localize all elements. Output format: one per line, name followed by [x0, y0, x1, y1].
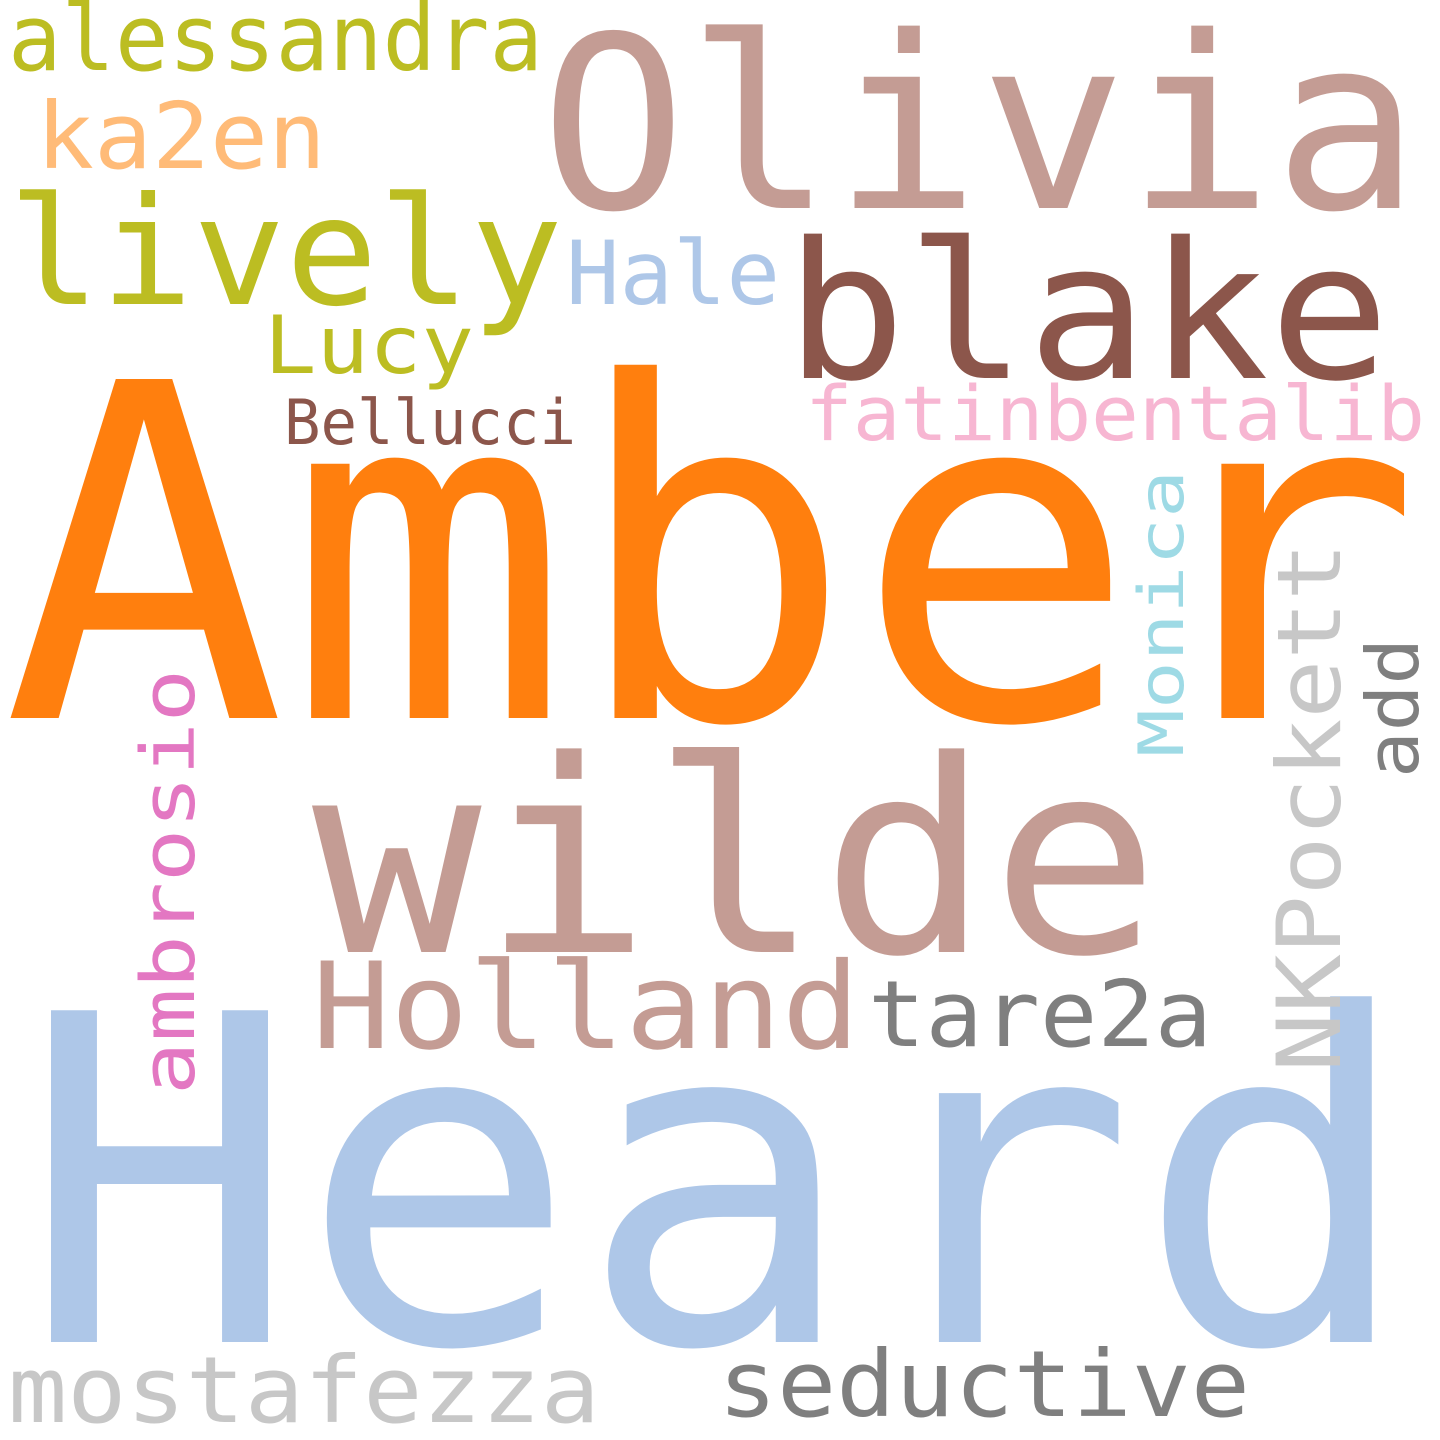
- word-monica: Monica: [1125, 470, 1198, 757]
- word-ambrosio: ambrosio: [126, 669, 212, 1095]
- word-bellucci: Bellucci: [284, 386, 576, 459]
- word-nkpockett: NKPockett: [1258, 542, 1361, 1072]
- word-lively: lively: [8, 166, 563, 340]
- word-mostafezza: mostafezza: [8, 1337, 600, 1440]
- word-ka2en: ka2en: [36, 83, 326, 190]
- word-lucy: Lucy: [264, 299, 474, 392]
- word-amber: Amber: [2, 286, 1422, 828]
- word-seductive: seductive: [718, 1331, 1250, 1438]
- word-olivia: Olivia: [540, 0, 1420, 265]
- word-tare2a: tare2a: [868, 961, 1212, 1068]
- word-heard: Heard: [20, 921, 1415, 1440]
- word-wilde: wilde: [312, 704, 1160, 1016]
- word-hale: Hale: [566, 222, 780, 325]
- word-add: add: [1351, 638, 1435, 778]
- word-alessandra: alessandra: [8, 0, 543, 92]
- word-blake: blake: [785, 202, 1390, 423]
- word-fatinbentalib: fatinbentalib: [805, 369, 1425, 458]
- word-holland: Holland: [312, 938, 860, 1077]
